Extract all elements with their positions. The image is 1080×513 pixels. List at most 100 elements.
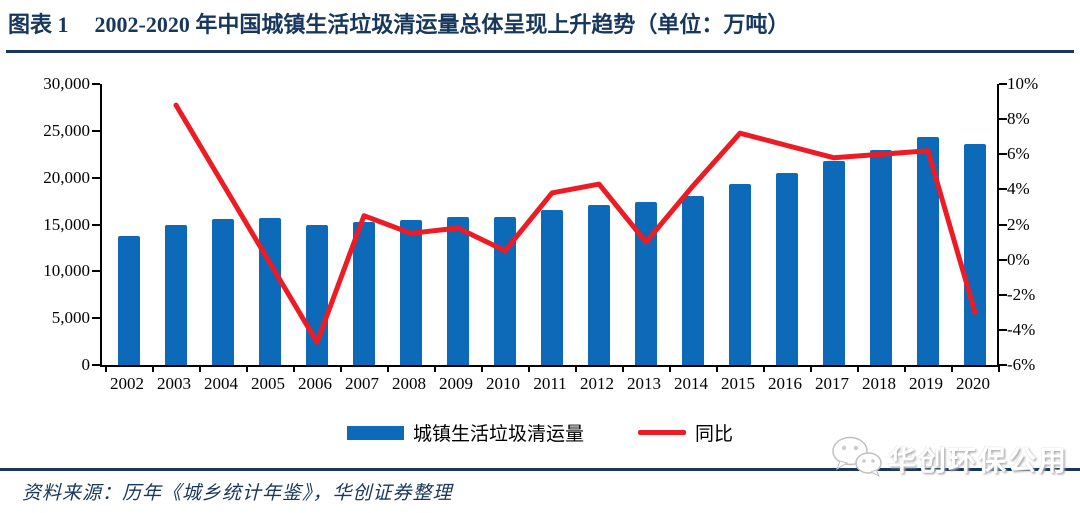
x-axis-tick <box>292 365 295 372</box>
x-axis-tick <box>668 365 671 372</box>
x-axis-tick <box>433 365 436 372</box>
x-axis-label-2019: 2019 <box>909 374 943 393</box>
x-axis-label-2016: 2016 <box>768 374 802 393</box>
x-axis-tick <box>151 365 154 372</box>
x-axis-label-2009: 2009 <box>439 374 473 393</box>
x-axis-label-2006: 2006 <box>298 374 332 393</box>
x-axis-label-2015: 2015 <box>721 374 755 393</box>
bar-2008 <box>400 219 422 365</box>
footer-divider <box>0 468 1080 471</box>
right-axis-label-8pct: 8% <box>1007 109 1030 129</box>
right-axis-label-6pct: 6% <box>1007 144 1030 164</box>
x-axis-label-2013: 2013 <box>627 374 661 393</box>
bar-2002 <box>118 236 140 365</box>
right-axis-tick <box>999 364 1007 366</box>
x-axis-tick <box>245 365 248 372</box>
x-axis-tick <box>997 365 1000 372</box>
bar-2004 <box>212 219 234 365</box>
left-axis-tick <box>92 223 100 226</box>
figure-label: 图表 1 <box>8 12 69 37</box>
x-axis-label-2011: 2011 <box>533 374 567 393</box>
x-axis-label-2008: 2008 <box>392 374 426 393</box>
x-axis-label-2004: 2004 <box>204 374 238 393</box>
x-axis-label-2005: 2005 <box>251 374 285 393</box>
right-axis-tick <box>999 223 1007 226</box>
bar-2014 <box>682 196 704 365</box>
left-axis-tick <box>92 129 100 132</box>
right-axis-label--2pct: -2% <box>1007 284 1036 304</box>
left-axis-label-20000: 20,000 <box>43 167 90 187</box>
right-axis-label-10pct: 10% <box>1007 74 1039 93</box>
legend-item-bar: 城镇生活垃圾清运量 <box>346 419 584 446</box>
left-axis-label-30000: 30,000 <box>43 74 90 93</box>
line-series-label: 同比 <box>695 424 734 445</box>
left-axis-tick <box>92 270 100 273</box>
left-axis-label-0: 0 <box>81 355 91 374</box>
bar-2020 <box>964 143 986 365</box>
bar-2015 <box>729 184 751 365</box>
title-divider <box>6 50 1074 53</box>
left-axis-label-25000: 25,000 <box>43 120 90 140</box>
x-axis-tick <box>762 365 765 372</box>
bar-2007 <box>353 222 375 365</box>
right-axis-tick <box>999 83 1007 85</box>
x-axis-tick <box>856 365 859 372</box>
right-axis-label-2pct: 2% <box>1007 214 1030 234</box>
bar-2013 <box>635 202 657 365</box>
x-axis-label-2012: 2012 <box>580 374 614 393</box>
x-axis-label-2018: 2018 <box>862 374 896 393</box>
figure-title: 2002-2020 年中国城镇生活垃圾清运量总体呈现上升趋势（单位：万吨） <box>94 12 790 37</box>
figure-header: 图表 1 2002-2020 年中国城镇生活垃圾清运量总体呈现上升趋势（单位：万… <box>8 10 1072 40</box>
x-axis-label-2003: 2003 <box>157 374 191 393</box>
left-axis-label-15000: 15,000 <box>43 214 90 234</box>
x-axis-label-2020: 2020 <box>956 374 990 393</box>
right-axis-tick <box>999 188 1007 191</box>
x-axis-label-2010: 2010 <box>486 374 520 393</box>
x-axis-label-2007: 2007 <box>345 374 379 393</box>
x-axis-label-2014: 2014 <box>674 374 708 393</box>
bar-series-swatch <box>346 425 404 440</box>
right-axis-tick <box>999 328 1007 331</box>
bar-2016 <box>776 173 798 365</box>
yoy-line-layer <box>173 102 978 345</box>
left-axis-tick <box>92 317 100 320</box>
left-axis-tick <box>92 364 100 366</box>
x-axis-tick <box>903 365 906 372</box>
x-axis-tick <box>386 365 389 372</box>
right-axis-tick <box>999 293 1007 296</box>
legend-item-line: 同比 <box>638 419 733 446</box>
right-axis-tick <box>999 153 1007 156</box>
chart-legend: 城镇生活垃圾清运量 同比 <box>0 419 1080 446</box>
x-axis-tick <box>104 365 107 372</box>
x-axis-tick <box>950 365 953 372</box>
right-axis-tick <box>999 258 1007 261</box>
left-axis-tick <box>92 83 100 85</box>
bar-2011 <box>541 210 563 365</box>
bar-2010 <box>494 216 516 365</box>
x-axis-tick <box>480 365 483 372</box>
x-axis-tick <box>809 365 812 372</box>
bar-2017 <box>823 161 845 365</box>
bar-2012 <box>588 204 610 365</box>
left-axis-label-10000: 10,000 <box>43 261 90 281</box>
left-axis-label-5000: 5,000 <box>51 308 90 328</box>
x-axis-tick <box>198 365 201 372</box>
x-axis-label-2002: 2002 <box>110 374 144 393</box>
left-axis-tick <box>92 176 100 179</box>
bar-2009 <box>447 217 469 365</box>
plot-box <box>92 83 1007 372</box>
right-axis-tick <box>999 118 1007 121</box>
x-axis-label-2017: 2017 <box>815 374 849 393</box>
x-axis-tick <box>339 365 342 372</box>
right-axis-label--6pct: -6% <box>1007 355 1036 374</box>
x-axis-tick <box>715 365 718 372</box>
bar-2003 <box>165 225 187 365</box>
yoy-line <box>173 102 978 345</box>
bar-series-label: 城镇生活垃圾清运量 <box>412 424 584 445</box>
x-axis-tick <box>621 365 624 372</box>
right-axis-label-0pct: 0% <box>1007 249 1030 269</box>
bar-2018 <box>870 149 892 365</box>
right-axis-label--4pct: -4% <box>1007 319 1036 339</box>
